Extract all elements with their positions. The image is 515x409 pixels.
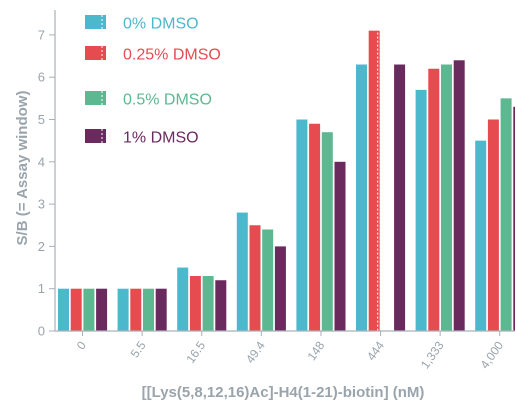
y-tick-label: 2 [38,239,45,254]
bar-0-25-dmso-1 [130,289,141,331]
legend-label: 0.5% DMSO [123,92,212,109]
bar-0-25-dmso-4 [309,124,320,331]
bar-0-dmso-3 [237,213,248,331]
y-tick-label: 5 [38,112,45,127]
legend-swatch [85,129,106,143]
bar-0-dmso-7 [475,141,486,331]
y-tick-label: 6 [38,70,45,85]
y-tick-label: 3 [38,197,45,212]
legend-label: 0% DMSO [123,16,199,33]
bar-0-5-dmso-0 [83,289,94,331]
bar-layer [58,31,515,331]
x-tick-label: 148 [304,338,327,363]
bar-1-dmso-4 [335,162,346,331]
x-tick-label: 0 [74,338,89,352]
bar-0-5-dmso-3 [262,229,273,331]
y-tick-label: 4 [38,154,45,169]
y-tick-label: 0 [38,324,45,339]
bar-0-dmso-5 [356,65,367,331]
bar-1-dmso-6 [454,60,465,331]
x-axis-title: [[Lys(5,8,12,16)Ac]-H4(1-21)-biotin] (nM… [142,384,425,401]
bar-0-25-dmso-3 [250,225,261,331]
bar-1-dmso-0 [96,289,107,331]
bar-0-25-dmso-7 [488,120,499,332]
bar-1-dmso-3 [275,246,286,331]
x-tick-label: 49.4 [243,338,268,365]
bar-0-5-dmso-4 [322,132,333,331]
bar-1-dmso-2 [215,280,226,331]
bar-0-25-dmso-2 [190,276,201,331]
legend: 0% DMSO 0.25% DMSO 0.5% DMSO 1% DMSO [85,15,221,147]
bar-0-dmso-1 [118,289,129,331]
y-tick-label: 1 [38,281,45,296]
x-tick-label: 444 [364,338,387,363]
y-tick-layer: 0 1 2 3 4 5 6 7 [38,27,55,338]
bar-0-5-dmso-2 [203,276,214,331]
x-tick-label: 4,000 [478,338,507,371]
legend-swatch [85,91,106,105]
legend-swatch [85,46,106,60]
y-tick-label: 7 [38,27,45,42]
x-tick-layer: 0 5.5 16.5 49.4 148 444 1,333 4,000 [74,331,507,371]
bar-0-dmso-6 [416,90,427,331]
bar-0-dmso-4 [296,120,307,332]
bar-0-5-dmso-7 [501,98,512,331]
x-tick-label: 16.5 [183,338,208,365]
bar-0-25-dmso-6 [428,69,439,331]
legend-label: 0.25% DMSO [123,47,221,64]
legend-label: 1% DMSO [123,130,199,147]
bar-0-5-dmso-6 [441,65,452,331]
y-axis-title: S/B (= Assay window) [14,91,31,246]
bar-0-dmso-0 [58,289,69,331]
bar-0-25-dmso-0 [71,289,82,331]
x-tick-label: 1,333 [418,338,447,371]
bar-0-dmso-2 [177,268,188,331]
x-tick-label: 5.5 [128,338,149,360]
bar-0-5-dmso-1 [143,289,154,331]
legend-swatch [85,15,106,29]
bar-1-dmso-5 [394,65,405,331]
bar-1-dmso-1 [156,289,167,331]
